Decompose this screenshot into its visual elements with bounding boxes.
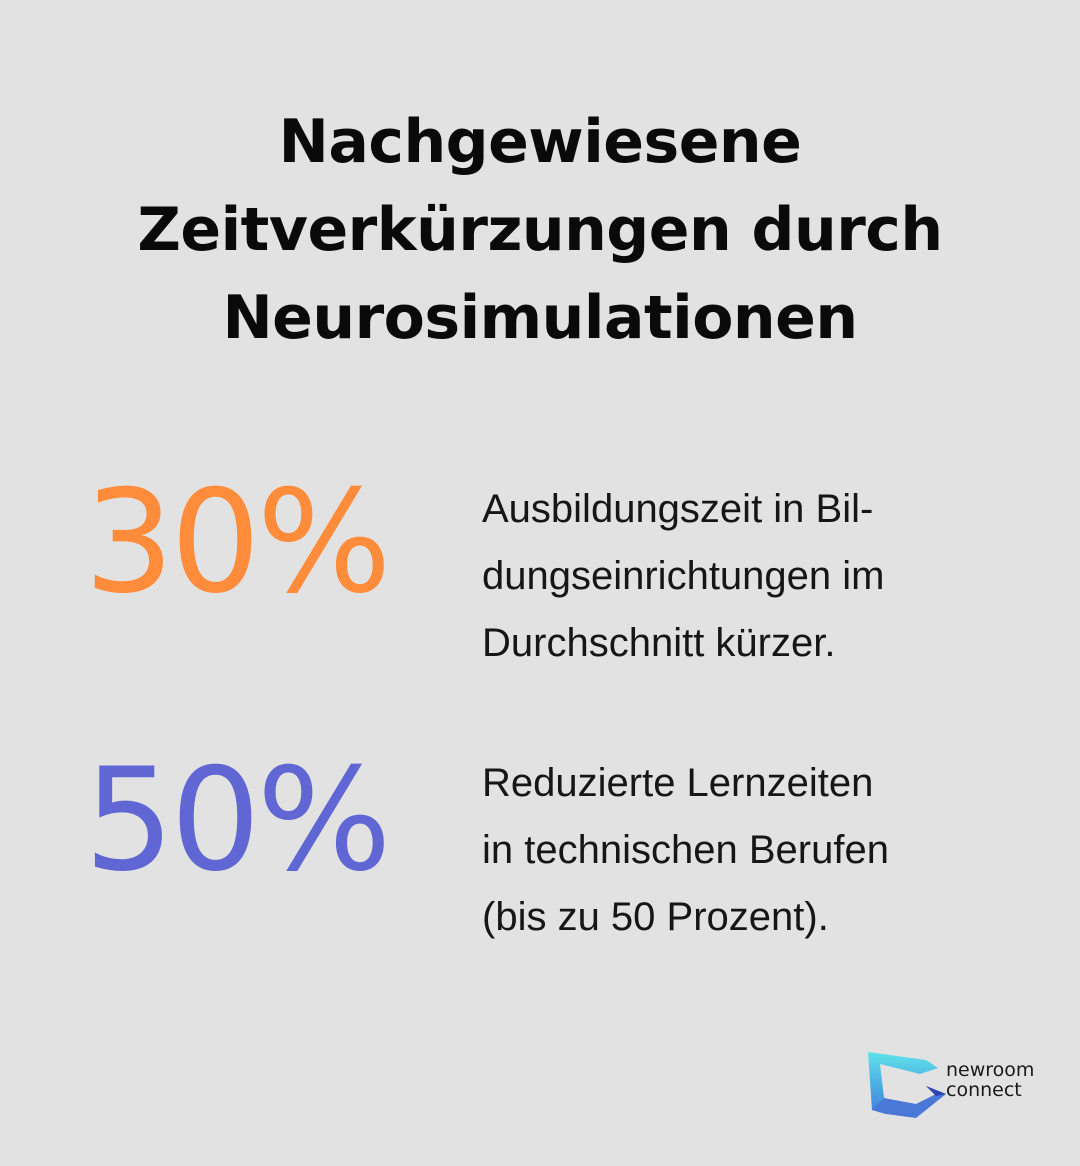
brand-logo: newroom connect	[866, 1048, 1046, 1122]
title-line-1: Nachgewiesene	[278, 107, 802, 177]
stat-description-line: Reduzierte Lernzeiten	[482, 761, 874, 805]
title-line-2: Zeitverkürzungen durch	[137, 195, 943, 265]
stat-description-line: Ausbildungszeit in Bil-	[482, 487, 874, 531]
stat-description-line: in technischen Berufen	[482, 828, 889, 872]
brand-name: newroom connect	[946, 1060, 1034, 1100]
stat-value: 30%	[84, 460, 392, 625]
stat-description: Reduzierte Lernzeiten in technischen Ber…	[482, 750, 889, 951]
page-title: Nachgewiesene Zeitverkürzungen durch Neu…	[0, 98, 1080, 362]
newroom-connect-logo-icon	[868, 1052, 946, 1118]
stat-description: Ausbildungszeit in Bil- dungseinrichtung…	[482, 476, 884, 677]
title-line-3: Neurosimulationen	[222, 283, 858, 353]
brand-line-2: connect	[946, 1079, 1022, 1101]
stat-description-line: (bis zu 50 Prozent).	[482, 895, 829, 939]
stat-description-line: dungseinrichtungen im	[482, 554, 885, 598]
stat-description-line: Durchschnitt kürzer.	[482, 621, 836, 665]
stat-value: 50%	[84, 738, 392, 903]
brand-line-1: newroom	[946, 1059, 1035, 1081]
